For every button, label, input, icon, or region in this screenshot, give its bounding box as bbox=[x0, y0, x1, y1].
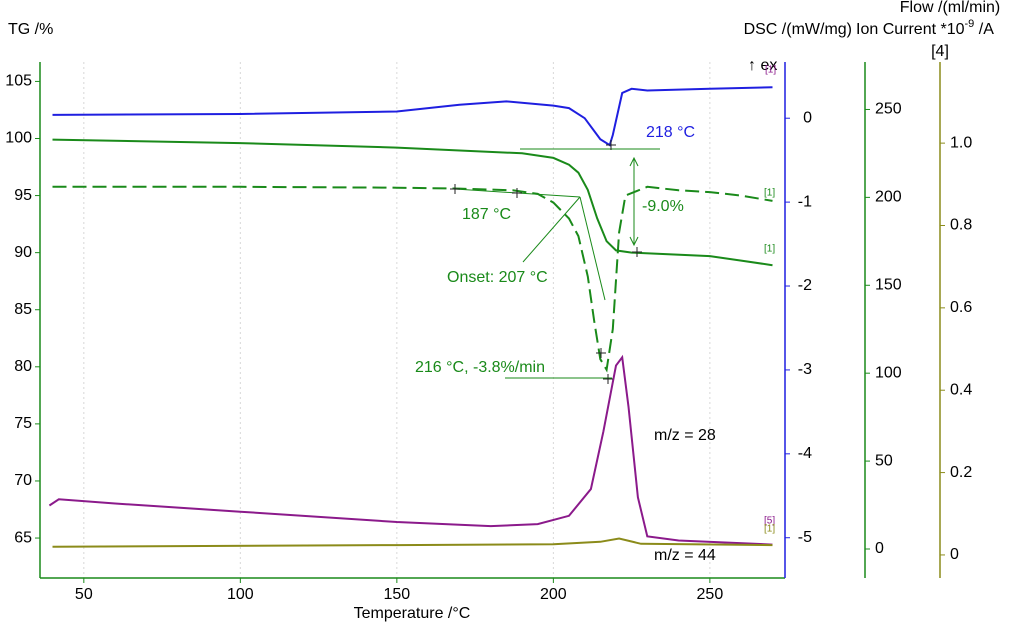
y-tick-label: 100 bbox=[5, 130, 32, 147]
y-tick-label: 0 bbox=[803, 109, 812, 126]
y-tick-label: 150 bbox=[875, 276, 902, 293]
x-axis-title: Temperature /°C bbox=[354, 605, 471, 622]
curve-tag: [1] bbox=[764, 524, 775, 535]
series-line bbox=[52, 537, 773, 548]
series-group bbox=[48, 86, 773, 548]
x-tick-label: 200 bbox=[540, 586, 567, 603]
y-tick-label: -4 bbox=[798, 445, 812, 462]
y-tick-label: 0.6 bbox=[950, 299, 972, 316]
onset-label: Onset: 207 °C bbox=[447, 269, 548, 286]
y-tick-label: 0.8 bbox=[950, 217, 972, 234]
x-tick-label: 50 bbox=[75, 586, 93, 603]
y-tick-label: 75 bbox=[14, 415, 32, 432]
dsc-axis-title: DSC /(mW/mg) bbox=[744, 21, 852, 38]
y-tick-label: 0 bbox=[950, 546, 959, 563]
y-tick-label: -1 bbox=[798, 193, 812, 210]
y-tick-label: 50 bbox=[875, 452, 893, 469]
y-tick-label: 65 bbox=[14, 529, 32, 546]
y-tick-label: -3 bbox=[798, 361, 812, 378]
y-tick-label: 105 bbox=[5, 73, 32, 90]
y-tick-label: 250 bbox=[875, 101, 902, 118]
x-tick-label: 150 bbox=[383, 586, 410, 603]
temp-label: 187 °C bbox=[462, 206, 511, 223]
arrow-heads bbox=[629, 156, 639, 247]
y-tick-label: 0 bbox=[875, 540, 884, 557]
crosshair-markers bbox=[450, 140, 642, 384]
y-tick-label: 1.0 bbox=[950, 134, 972, 151]
ion-title-exp: -9 bbox=[965, 18, 975, 30]
guide-line bbox=[579, 196, 606, 301]
exo-label: ↑ ex bbox=[748, 57, 777, 74]
y-tick-label: 90 bbox=[14, 244, 32, 261]
curve-tag: [5] bbox=[764, 516, 775, 527]
series-label: m/z = 28 bbox=[654, 427, 716, 444]
ion-axis-title: Ion Current *10-9 /A bbox=[856, 18, 994, 38]
peak-label: 218 °C bbox=[646, 124, 695, 141]
guide-line bbox=[522, 196, 581, 263]
y-tick-label: 70 bbox=[14, 472, 32, 489]
x-tick-label: 250 bbox=[697, 586, 724, 603]
ion-title-unit: /A bbox=[974, 21, 994, 38]
tg-axis-title: TG /% bbox=[8, 21, 53, 38]
y-tick-label: 85 bbox=[14, 301, 32, 318]
x-tick-label: 100 bbox=[227, 586, 254, 603]
series-line bbox=[52, 138, 773, 267]
dtg-peak-label: 216 °C, -3.8%/min bbox=[415, 359, 545, 376]
y-tick-label: 80 bbox=[14, 358, 32, 375]
y-tick-label: 0.4 bbox=[950, 381, 972, 398]
curve-tag: [1] bbox=[764, 188, 775, 199]
ion-title-part: Ion Current *10 bbox=[856, 21, 965, 38]
series-label: m/z = 44 bbox=[654, 547, 716, 564]
construction-lines bbox=[450, 140, 660, 384]
y-tick-label: 0.2 bbox=[950, 464, 972, 481]
series-line bbox=[48, 354, 773, 546]
y-tick-label: 95 bbox=[14, 187, 32, 204]
y-tick-label: 200 bbox=[875, 189, 902, 206]
series-line bbox=[52, 185, 773, 373]
series-line bbox=[52, 86, 773, 147]
flow-axis-title: Flow /(ml/min) bbox=[900, 0, 1000, 16]
y-tick-label: -2 bbox=[798, 277, 812, 294]
mass-loss-label: -9.0% bbox=[642, 198, 684, 215]
curve-tag: [1] bbox=[764, 244, 775, 255]
y-tick-label: -5 bbox=[798, 529, 812, 546]
ion-axis-tag: [4] bbox=[931, 43, 949, 60]
y-tick-label: 100 bbox=[875, 364, 902, 381]
curve-tag: [1] bbox=[765, 65, 776, 76]
